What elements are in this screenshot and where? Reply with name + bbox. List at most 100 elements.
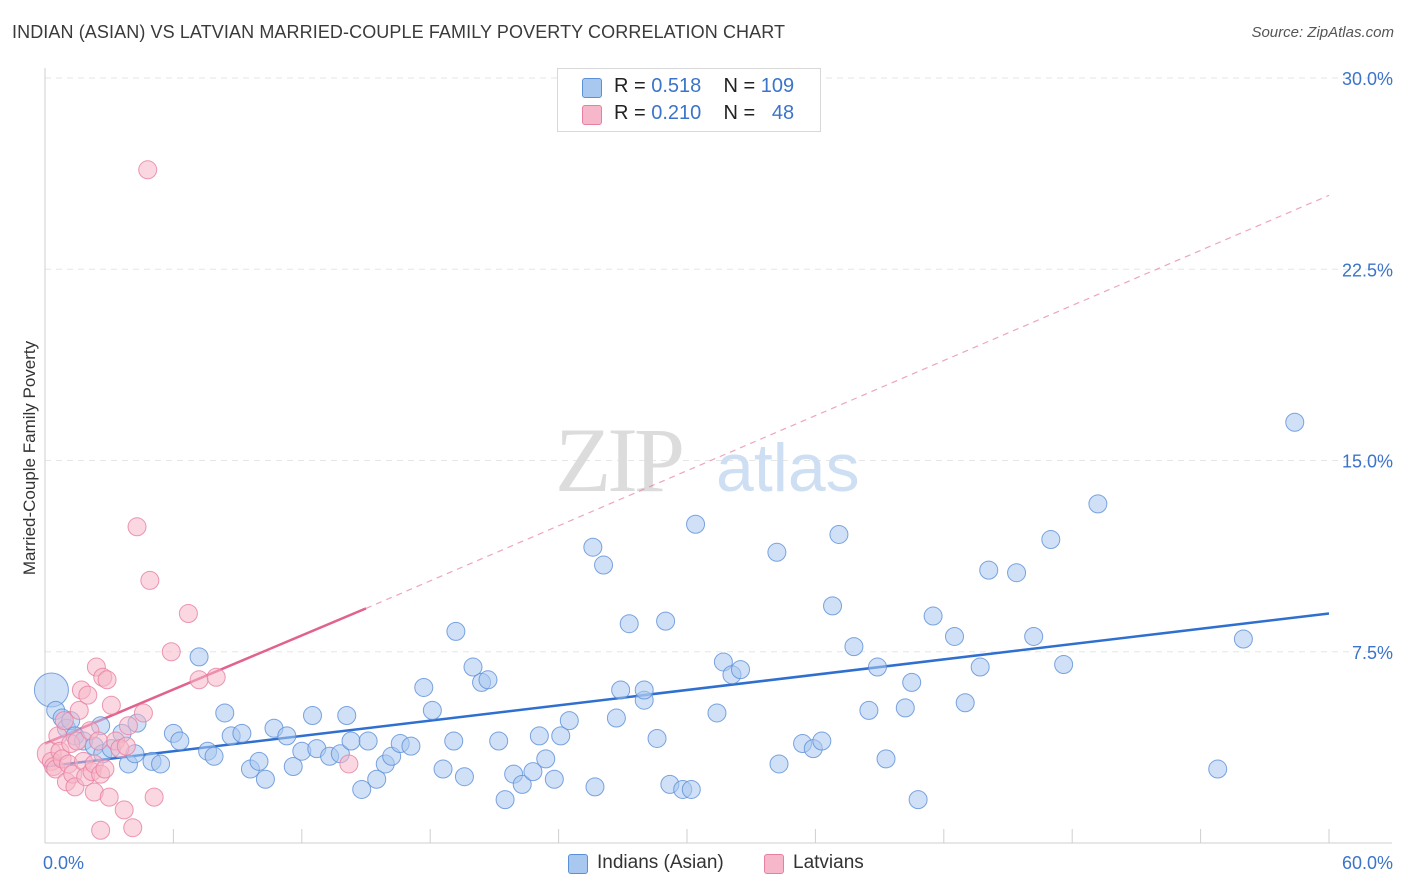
indians-point [551,726,571,746]
latvians-point [189,670,209,690]
latvians-point [118,716,138,736]
indians-point [232,723,252,743]
data-points [33,160,1305,840]
indians-point [611,680,631,700]
legend-r-label: R = [614,75,646,97]
indians-point [902,672,922,692]
indians-point [594,555,614,575]
indians-point [495,790,515,810]
indians-point [844,637,864,657]
indians-point [523,762,543,782]
x-tick-label-min: 0.0% [43,853,84,873]
indians-point [583,537,603,557]
indians-point [512,774,532,794]
indians-point [634,680,654,700]
latvians-point [91,820,111,840]
x-tick-label-max: 60.0% [1342,853,1393,873]
legend-n-label: N = [723,102,756,124]
y-tick-label: 22.5% [1342,260,1393,280]
indians-point [401,736,421,756]
indians-point [945,626,964,646]
y-tick-label: 15.0% [1342,452,1393,472]
indians-point [681,779,701,799]
indians-point [544,769,564,789]
indians-point [478,670,498,690]
source-credit: Source: ZipAtlas.com [1251,24,1394,41]
indians-point [454,767,474,787]
tick-labels: 7.5% 15.0% 22.5% 30.0% 0.0% 60.0% [43,69,1393,873]
indians-point [489,731,509,751]
watermark: ZIP atlas [555,409,860,511]
legend-r-value: 0.210 [651,102,702,124]
indians-point [529,726,549,746]
indians-point [337,706,357,725]
indians-point [303,706,322,725]
watermark-atlas: atlas [716,430,860,506]
indians-point [1285,412,1305,432]
bottom-legend-label-indians: Indians (Asian) [597,852,724,873]
indians-point [422,700,442,720]
latvians-point [89,731,108,751]
legend-r-value: 0.518 [651,75,702,97]
bottom-legend-swatch-indians [568,854,588,874]
latvians-point [140,570,160,590]
latvians-point [339,754,359,774]
indians-point [970,657,990,677]
chart-title: INDIAN (ASIAN) VS LATVIAN MARRIED-COUPLE… [12,22,786,42]
latvians-point [54,711,74,731]
indians-point [823,596,843,616]
latvians-point [69,700,89,720]
indians-point [1041,530,1061,550]
indians-point [1024,626,1044,646]
indians-point [433,759,453,779]
indians-point [1088,494,1108,514]
indians-point [559,711,579,731]
indians-point [619,614,639,634]
legend-r-label: R = [614,102,646,124]
legend-n-value: 109 [760,75,795,97]
indians-point [923,606,943,626]
indians-point [189,647,209,667]
indians-point [170,731,190,751]
indians-trend-line [44,612,1330,768]
axes [44,68,1392,844]
latvians-point [123,818,143,838]
indians-point [767,542,787,562]
latvians-point [99,787,119,807]
watermark-zip: ZIP [555,409,682,511]
indians-point [358,731,378,751]
indians-point [647,728,667,748]
latvians-trend-extension [365,194,1330,609]
latvians-point [161,642,181,662]
y-axis-label: Married-Couple Family Poverty [20,340,39,575]
legend-swatch-indians [582,78,602,98]
indians-point [731,660,750,680]
indians-point [1208,759,1228,779]
latvians-point [67,731,87,751]
indians-point [536,749,556,769]
indians-point [867,657,887,677]
legend-n-label: N = [723,75,756,97]
indians-point [707,703,727,723]
indians-point [908,790,928,810]
y-tick-label: 30.0% [1342,69,1393,89]
grid-lines [45,77,1392,653]
latvians-point [178,604,198,623]
indians-point [215,703,235,723]
legend-n-value: 48 [771,102,795,124]
indians-point [367,769,387,789]
indians-point [341,731,361,751]
indians-point [769,754,789,774]
indians-point [204,746,224,766]
latvians-point [116,736,136,756]
indians-point [352,779,372,799]
indians-point [829,524,849,544]
indians-point [955,693,975,713]
indians-point [1233,629,1253,649]
latvians-point [78,685,98,705]
indians-point [585,777,605,797]
latvians-point [138,160,158,180]
indians-point [686,514,706,534]
indians-point [463,657,483,677]
